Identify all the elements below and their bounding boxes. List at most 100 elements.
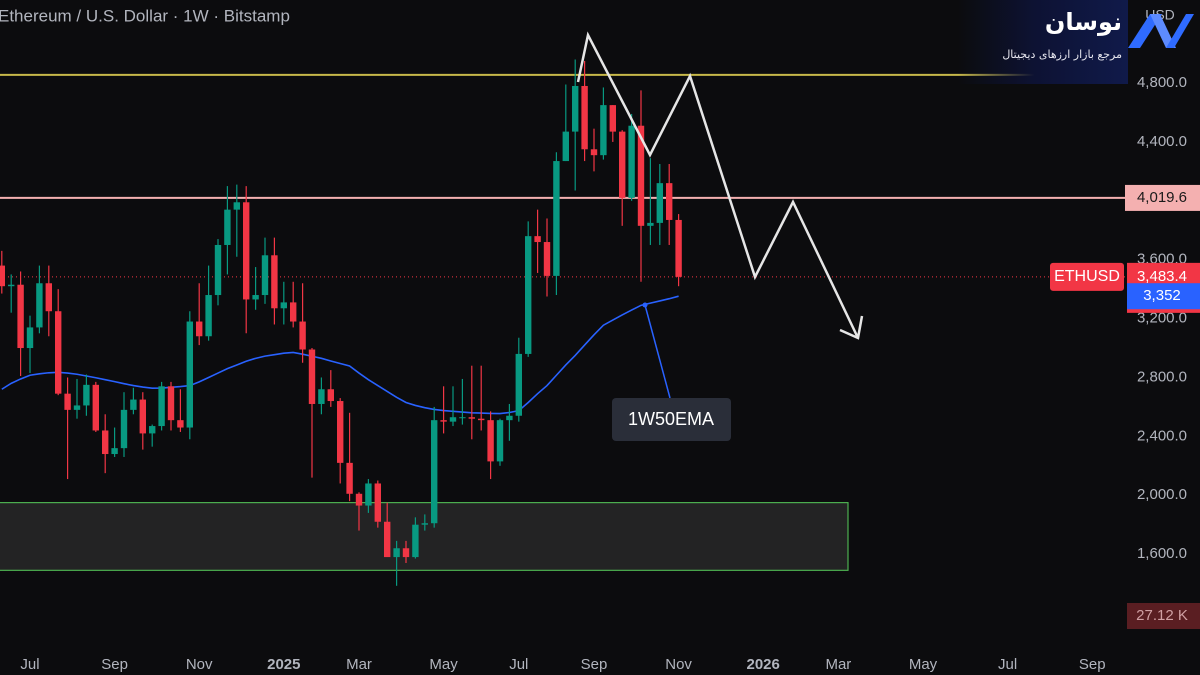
candle-body (55, 311, 62, 394)
candle-body (384, 521, 391, 558)
candle-body (308, 349, 316, 404)
level-tag-text: 4,019.6 (1137, 189, 1187, 206)
candle-body (468, 417, 475, 419)
y-tick-label: 2,800.0 (1137, 368, 1187, 385)
candle-body (647, 222, 654, 226)
x-tick-label: Jul (509, 656, 528, 673)
y-tick-label: 4,400.0 (1137, 133, 1187, 150)
x-tick-label: Mar (825, 656, 851, 673)
chart-title: Ethereum / U.S. Dollar · 1W · Bitstamp (0, 6, 290, 25)
candle-body (393, 548, 400, 558)
candle-body (478, 418, 485, 421)
candle-body (675, 219, 682, 277)
candle-body (0, 265, 6, 287)
candle-body (327, 389, 334, 402)
background-layer (0, 73, 1125, 571)
candle-body (102, 430, 109, 455)
candle-body (562, 131, 569, 162)
candle-body (17, 284, 24, 349)
brand-panel: نوسان مرجع بازار ارزهای دیجیتال (958, 0, 1128, 84)
x-tick-label: Sep (101, 656, 128, 673)
candle-body (487, 420, 494, 462)
x-tick-label: Sep (581, 656, 608, 673)
volume-tag (1127, 603, 1200, 629)
y-tick-label: 1,600.0 (1137, 545, 1187, 562)
level-tag (1125, 184, 1200, 211)
candle-body (421, 523, 428, 525)
candle-body (318, 389, 325, 404)
ema-tag (1127, 283, 1200, 310)
candle-body (656, 183, 663, 223)
candle-body (224, 209, 231, 245)
y-tick-label: 4,800.0 (1137, 74, 1187, 91)
candle-layer (0, 59, 682, 586)
ema-tag-text: 3,352 (1143, 287, 1181, 304)
brand-tagline: مرجع بازار ارزهای دیجیتال (1002, 48, 1122, 61)
candle-body (8, 284, 15, 287)
candle-body (543, 242, 551, 276)
candle-body (64, 393, 71, 410)
candle-body (637, 125, 645, 226)
candle-body (459, 417, 466, 419)
candle-body (149, 426, 156, 434)
candle-body (374, 483, 381, 522)
y-tick-label: 3,200.0 (1137, 310, 1187, 327)
ema-line (1, 295, 679, 415)
y-tick-label: 2,400.0 (1137, 427, 1187, 444)
candle-body (271, 255, 278, 309)
candle-body (506, 415, 513, 421)
candle-body (167, 386, 175, 421)
candle-body (449, 417, 457, 422)
candle-body (515, 353, 522, 416)
x-tick-label: Jul (20, 656, 39, 673)
x-tick-label: Nov (665, 656, 692, 673)
candle-body (290, 302, 297, 322)
x-tick-label: 2026 (747, 656, 780, 673)
forecast-arrowhead (839, 315, 864, 340)
candle-body (600, 105, 607, 156)
candle-body (139, 399, 146, 434)
candle-body (26, 327, 34, 349)
annotation-box (612, 398, 731, 441)
candle-body (158, 386, 165, 427)
candle-body (214, 244, 222, 296)
candle-body (572, 85, 579, 132)
x-tick-label: Mar (346, 656, 372, 673)
support-zone (0, 502, 849, 571)
candle-body (261, 255, 269, 296)
candle-body (337, 401, 344, 463)
candle-body (553, 161, 560, 276)
x-tick-label: 2025 (267, 656, 300, 673)
candle-body (233, 202, 240, 210)
last-price-text: 3,483.4 (1137, 268, 1187, 285)
x-tick-label: May (909, 656, 938, 673)
candle-body (252, 295, 259, 300)
y-tick-label: 2,000.0 (1137, 486, 1187, 503)
annotation-pointer (644, 304, 671, 399)
candle-body (666, 183, 673, 220)
candle-body (619, 131, 626, 198)
last-price-symbol: ETHUSD (1054, 268, 1120, 285)
candle-body (496, 420, 504, 462)
ema-annotation: 1W50EMA (612, 302, 731, 441)
annotation-anchor (642, 302, 648, 308)
x-tick-label: May (429, 656, 458, 673)
axis-layer: Jul Sep Nov 2025 Mar May Jul Sep Nov 2026 Mar May Ju… (20, 74, 1187, 673)
candle-body (299, 321, 306, 350)
x-tick-label: Nov (186, 656, 213, 673)
candle-body (73, 405, 81, 410)
candle-body (365, 483, 372, 506)
candle-body (177, 420, 184, 428)
candle-body (111, 448, 118, 455)
candle-body (609, 105, 616, 132)
volume-tag-text: 27.12 K (1136, 607, 1188, 624)
candle-body (534, 236, 541, 243)
candle-body (36, 283, 43, 328)
candle-body (186, 321, 193, 428)
candle-body (431, 420, 438, 524)
last-price-symbol-tag (1050, 262, 1124, 291)
x-tick-label: Sep (1079, 656, 1106, 673)
